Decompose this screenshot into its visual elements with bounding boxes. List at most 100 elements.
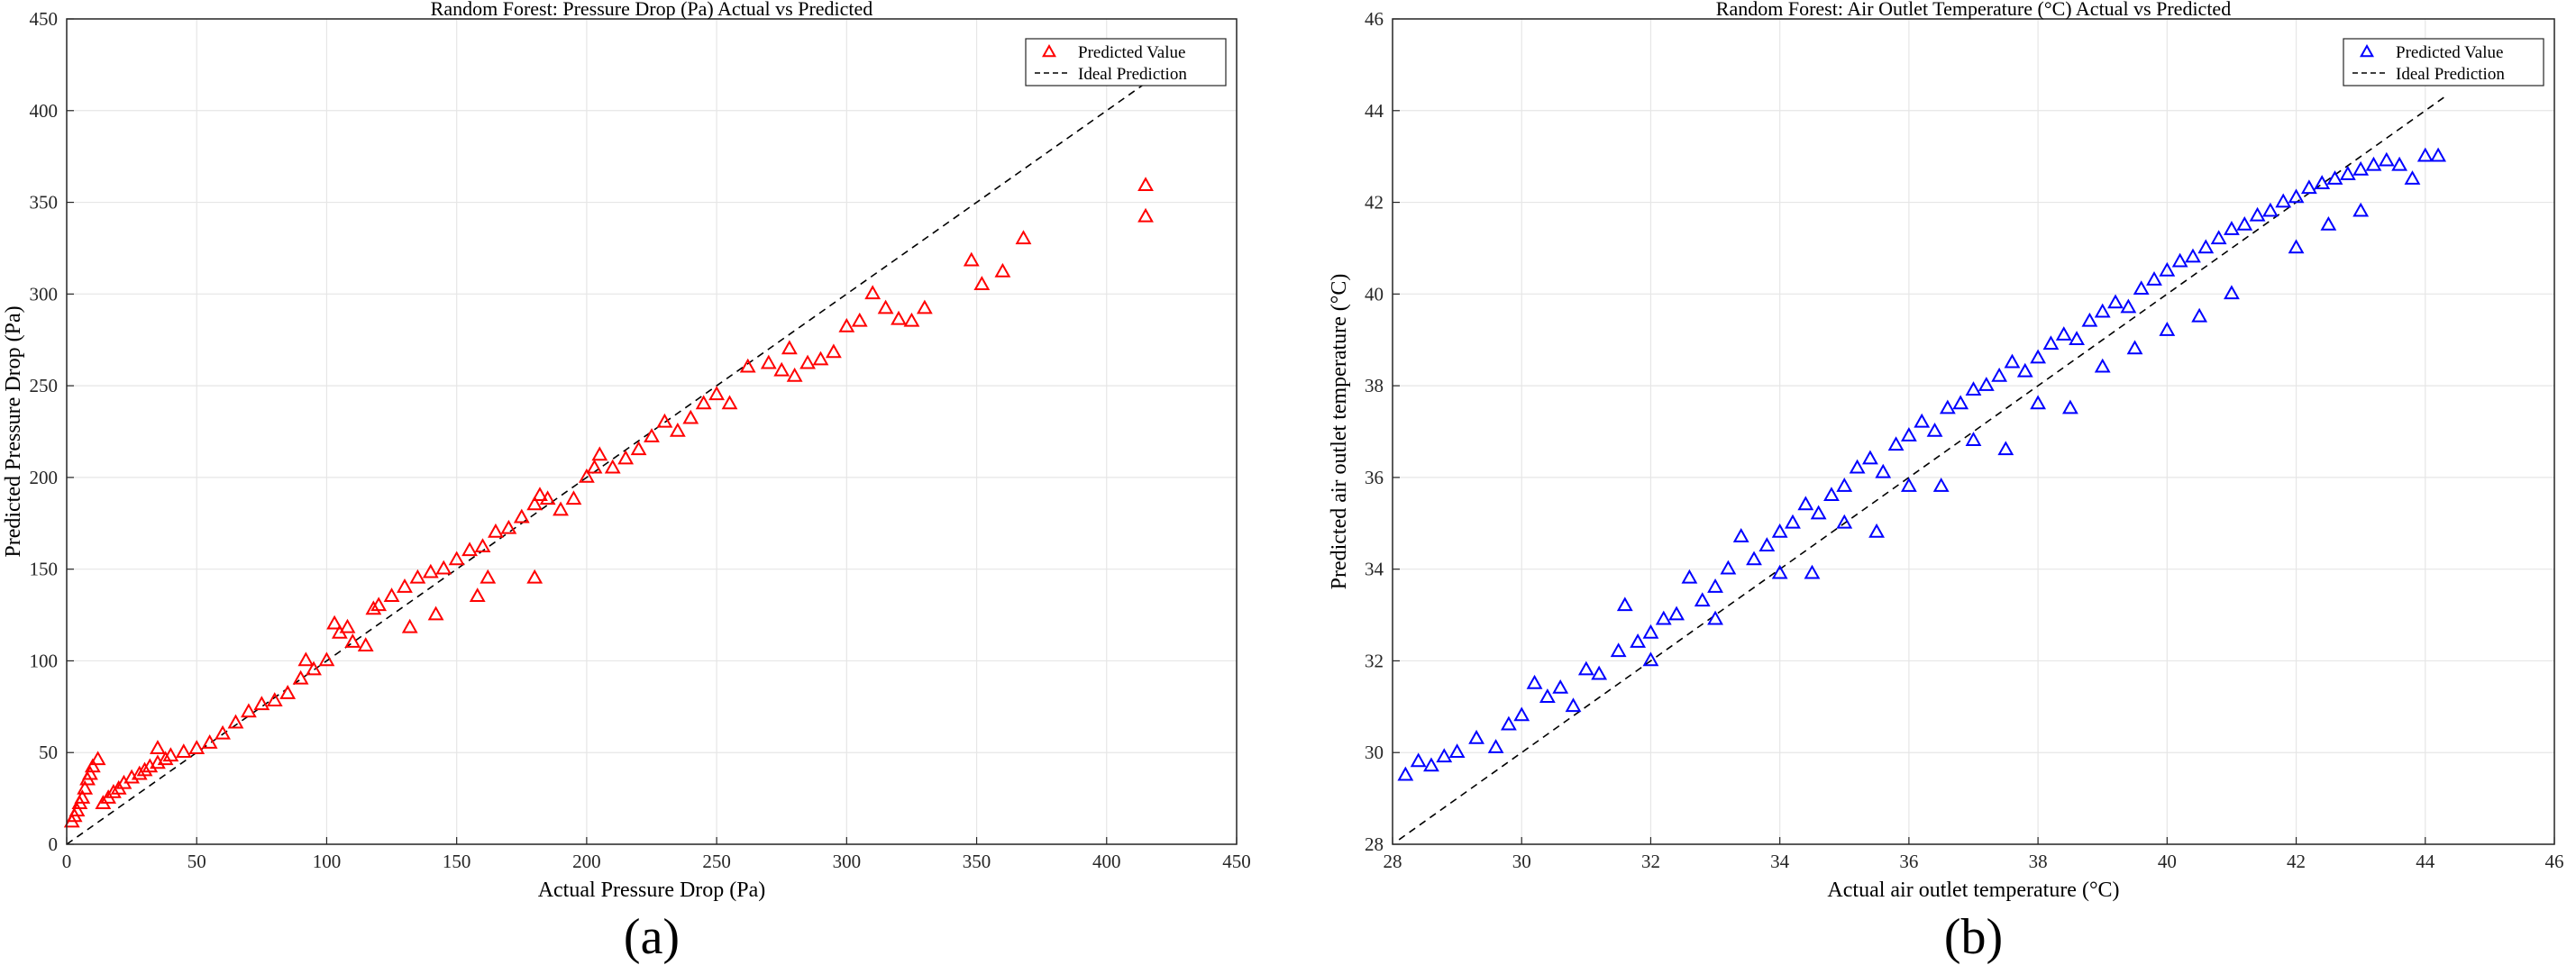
data-point — [2069, 331, 2085, 346]
data-point — [1746, 551, 1762, 566]
ticks-a: 0 50 100 150 200 250 300 350 400 450 0 50 100 150 200 2… — [30, 8, 1251, 872]
data-point — [2326, 170, 2343, 185]
x-tick-label: 46 — [2545, 851, 2564, 872]
x-tick-label: 44 — [2416, 851, 2435, 872]
data-point — [1758, 537, 1776, 552]
data-point — [2191, 307, 2208, 323]
chart-title-a: Random Forest: Pressure Drop (Pa) Actual… — [431, 0, 873, 20]
data-point — [1642, 624, 1659, 639]
x-tick-label: 200 — [572, 851, 601, 872]
data-point — [306, 660, 322, 676]
data-point — [526, 569, 544, 584]
data-point — [2171, 252, 2188, 268]
data-point — [365, 600, 382, 615]
data-point — [241, 703, 257, 718]
data-point — [2210, 230, 2227, 245]
data-point — [69, 802, 86, 817]
data-point — [799, 354, 816, 369]
data-point — [877, 299, 894, 314]
data-point — [1887, 436, 1905, 451]
y-tick-label: 46 — [1365, 8, 1384, 30]
data-point — [786, 367, 803, 382]
data-point — [253, 696, 270, 711]
x-tick-label: 250 — [702, 851, 731, 872]
data-point — [1900, 427, 1917, 442]
data-point — [297, 651, 315, 667]
data-point — [963, 251, 980, 267]
data-point — [721, 395, 738, 410]
data-point — [279, 685, 297, 699]
x-tick-label: 30 — [1512, 851, 1531, 872]
data-point — [1137, 207, 1154, 223]
ticks-b: 28 30 32 34 36 38 40 42 44 46 28 30 32 34 36 38 40 42 44 46 — [1365, 8, 2564, 872]
data-point — [2430, 147, 2447, 162]
data-point — [695, 395, 712, 410]
x-tick-label: 400 — [1092, 851, 1121, 872]
legend-label-ideal-a: Ideal Prediction — [1078, 65, 1187, 84]
y-tick-label: 42 — [1365, 192, 1384, 214]
y-tick-label: 28 — [1365, 833, 1384, 855]
data-point — [435, 560, 452, 575]
data-point — [292, 669, 309, 685]
data-point — [474, 538, 491, 553]
y-tick-label: 250 — [30, 375, 59, 396]
data-point — [2094, 303, 2111, 318]
data-point — [2224, 221, 2240, 235]
data-point — [2042, 335, 2060, 350]
data-point — [157, 751, 174, 766]
legend-marker-triangle-b — [2359, 43, 2375, 58]
data-point — [1932, 478, 1950, 492]
data-point — [1616, 596, 1633, 612]
data-point — [1810, 505, 1827, 520]
data-point — [2126, 340, 2143, 355]
data-point — [162, 747, 179, 762]
data-point — [1720, 560, 1737, 575]
x-tick-label: 28 — [1384, 851, 1402, 872]
data-point — [1978, 377, 1995, 391]
y-tick-label: 450 — [30, 8, 59, 30]
data-point — [994, 262, 1011, 278]
chart-title-b: Random Forest: Air Outlet Temperature (°… — [1716, 0, 2231, 20]
data-point — [565, 490, 582, 505]
data-point — [397, 578, 413, 593]
data-point — [2197, 239, 2215, 254]
data-point — [1552, 678, 1569, 694]
data-point — [2055, 326, 2072, 341]
y-tick-label: 34 — [1365, 559, 1384, 580]
data-point — [201, 734, 218, 749]
data-point — [1732, 528, 1749, 542]
data-point — [2159, 261, 2176, 277]
data-point — [1565, 697, 1582, 713]
data-point — [1642, 651, 1659, 667]
data-point — [1939, 399, 1956, 414]
data-point — [2004, 353, 2021, 369]
data-point — [2081, 312, 2098, 327]
data-point — [1771, 564, 1788, 579]
data-point — [339, 618, 356, 633]
data-point — [2416, 147, 2434, 162]
data-point — [773, 361, 790, 377]
data-point — [838, 317, 855, 332]
data-point — [916, 299, 933, 314]
y-tick-label: 350 — [30, 192, 59, 214]
data-point — [2133, 280, 2150, 296]
points-a — [63, 177, 1154, 828]
data-point — [318, 651, 335, 667]
data-point — [1965, 432, 1982, 446]
data-point — [2062, 399, 2078, 414]
x-tick-label: 450 — [1222, 851, 1251, 872]
y-tick-label: 100 — [30, 650, 59, 671]
data-point — [539, 490, 556, 505]
y-tick-label: 38 — [1365, 375, 1384, 396]
data-point — [526, 496, 544, 511]
x-tick-label: 40 — [2158, 851, 2177, 872]
data-point — [1526, 674, 1543, 689]
points-b — [1397, 147, 2447, 781]
data-point — [1914, 413, 1931, 428]
data-point — [1468, 729, 1484, 744]
ideal-prediction-line — [1398, 96, 2445, 841]
data-point — [2159, 322, 2176, 336]
x-tick-label: 0 — [62, 851, 72, 872]
data-point — [1952, 395, 1969, 410]
ideal-prediction-line — [66, 82, 1146, 845]
